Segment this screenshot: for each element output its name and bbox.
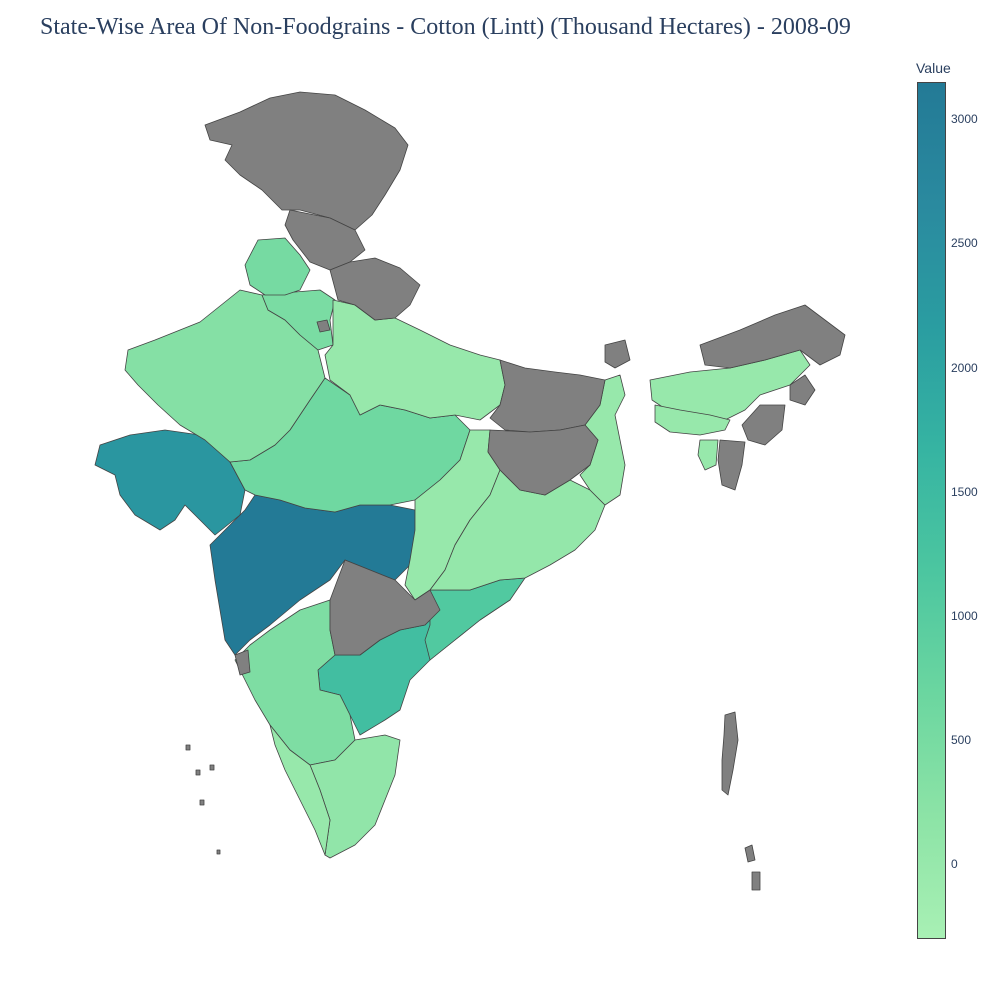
colorbar-tick: 0 [951, 857, 958, 872]
state-jammu-and-kashmir[interactable] [204, 91, 409, 231]
state-rajasthan[interactable] [124, 289, 326, 463]
state-manipur[interactable] [741, 404, 786, 446]
state-telangana[interactable] [329, 559, 441, 656]
state-bihar[interactable] [489, 359, 606, 433]
colorbar-tick: 3000 [951, 112, 978, 127]
state-nagaland[interactable] [789, 374, 816, 406]
colorbar-tick: 500 [951, 733, 972, 748]
colorbar-tick: 2000 [951, 360, 978, 375]
state-uttarakhand[interactable] [329, 257, 421, 321]
state-goa[interactable] [234, 649, 251, 676]
state-arunachal-pradesh[interactable] [699, 304, 846, 369]
state-sikkim[interactable] [604, 339, 631, 369]
state-kerala[interactable] [269, 724, 331, 856]
state-jharkhand[interactable] [487, 424, 599, 496]
chart-title: State-Wise Area Of Non-Foodgrains - Cott… [40, 14, 851, 40]
colorbar-title: Value [916, 60, 951, 76]
state-delhi[interactable] [316, 319, 331, 333]
state-andaman-and-nicobar-islands[interactable] [721, 711, 761, 891]
state-tripura[interactable] [697, 439, 719, 471]
colorbar-tick: 2500 [951, 236, 978, 251]
state-uttar-pradesh[interactable] [324, 299, 506, 421]
colorbar [917, 82, 946, 939]
state-punjab[interactable] [244, 237, 311, 296]
colorbar-tick: 1000 [951, 609, 978, 624]
state-mizoram[interactable] [717, 439, 746, 491]
state-lakshadweep[interactable] [185, 744, 221, 855]
state-meghalaya[interactable] [654, 404, 731, 436]
state-gujarat[interactable] [94, 429, 246, 536]
colorbar-tick: 1500 [951, 484, 978, 499]
